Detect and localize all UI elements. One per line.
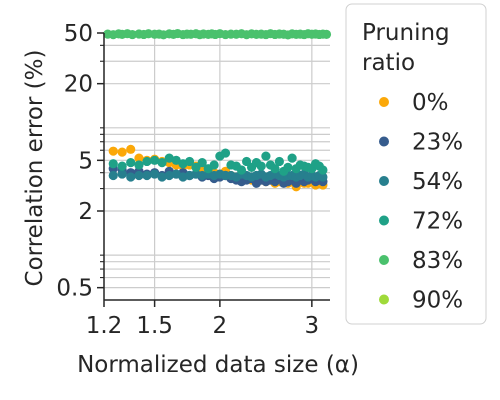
legend-label: 72% xyxy=(412,209,463,235)
data-point xyxy=(256,161,266,171)
data-point xyxy=(164,170,174,181)
data-point xyxy=(157,172,167,182)
data-point xyxy=(142,156,152,167)
legend-label: 54% xyxy=(412,169,463,195)
y-tick-label: 20 xyxy=(64,72,93,98)
data-point xyxy=(321,29,332,39)
data-point xyxy=(164,153,174,163)
data-point xyxy=(236,165,247,175)
data-point xyxy=(126,144,136,154)
data-point xyxy=(134,170,144,181)
y-tick-label: 50 xyxy=(64,21,93,47)
data-point xyxy=(108,146,118,156)
data-point xyxy=(117,169,127,179)
legend-title-line-1: Pruning xyxy=(362,20,450,46)
data-point xyxy=(126,157,136,168)
data-point xyxy=(134,153,144,163)
data-point xyxy=(270,164,280,174)
legend-marker xyxy=(379,176,389,186)
data-point xyxy=(197,157,207,168)
y-axis-title: Correlation error (%) xyxy=(22,50,48,287)
y-tick-label: 2 xyxy=(78,199,93,225)
data-point xyxy=(318,165,328,175)
y-tick-label: 0.5 xyxy=(56,276,93,302)
data-point xyxy=(157,157,167,168)
data-point xyxy=(274,156,284,167)
x-tick-label: 2 xyxy=(213,313,228,339)
legend-label: 90% xyxy=(412,288,463,314)
x-axis-title: Normalized data size (α) xyxy=(77,352,359,378)
data-point xyxy=(150,169,160,179)
axes: 0.5 2 5 20 50 1.2 1.5 2 3 xyxy=(56,21,330,339)
data-point xyxy=(150,155,160,165)
plot-points xyxy=(103,28,332,192)
y-tick-label: 5 xyxy=(78,148,93,174)
data-point xyxy=(108,159,118,169)
data-point xyxy=(191,162,201,172)
data-point xyxy=(171,155,181,165)
data-point xyxy=(209,160,219,170)
legend-label: 0% xyxy=(412,90,449,116)
legend-marker xyxy=(379,294,389,305)
legend-items: 0% 23% 54% 72% 83% 90% xyxy=(379,90,463,314)
data-point xyxy=(220,148,231,158)
data-point xyxy=(134,160,144,170)
legend-label: 83% xyxy=(412,248,463,274)
legend-marker xyxy=(379,215,389,226)
data-point xyxy=(117,161,127,171)
x-tick-label: 1.5 xyxy=(136,313,173,339)
legend-label: 23% xyxy=(412,130,463,156)
legend-frame xyxy=(345,3,487,325)
data-point xyxy=(283,162,293,172)
legend: Pruning ratio 0% 23% 54% 72% 83% 90% xyxy=(345,3,487,325)
data-point xyxy=(127,29,137,40)
data-point xyxy=(142,170,152,181)
data-point xyxy=(117,147,127,157)
data-point xyxy=(184,156,195,167)
data-point xyxy=(126,172,136,182)
data-point xyxy=(261,151,271,161)
legend-marker xyxy=(379,255,389,265)
legend-title-line-2: ratio xyxy=(362,50,415,76)
x-tick-label: 1.2 xyxy=(86,313,123,339)
x-tick-label: 3 xyxy=(305,313,320,339)
data-point xyxy=(287,153,297,163)
data-point xyxy=(318,172,328,182)
data-point xyxy=(108,170,118,181)
legend-marker xyxy=(379,97,389,107)
legend-marker xyxy=(379,136,389,147)
